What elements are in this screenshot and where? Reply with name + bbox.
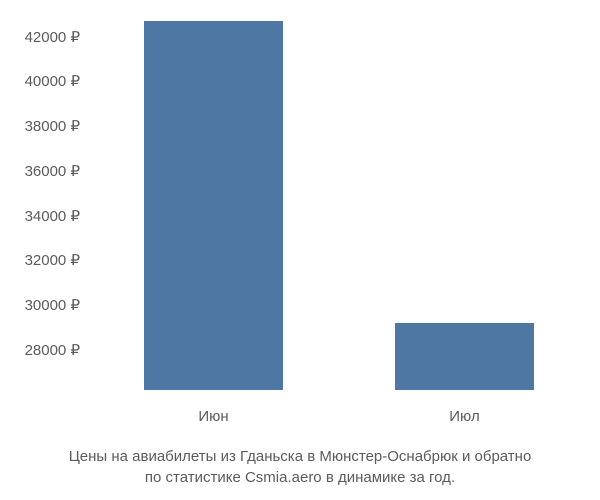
y-tick-label: 36000 ₽ [25,162,88,180]
y-tick-label: 32000 ₽ [25,251,88,269]
y-tick-label: 28000 ₽ [25,341,88,359]
y-tick-label: 44000 ₽ [25,0,88,1]
x-tick-label: Июн [198,390,228,425]
plot-area: 28000 ₽30000 ₽32000 ₽34000 ₽36000 ₽38000… [88,10,590,390]
y-tick-label: 42000 ₽ [25,28,88,46]
price-bar-chart: 28000 ₽ 30000 ₽ 32000 ₽ 34000 ₽ 36000 ₽ 38000… [0,0,600,500]
y-tick-label: 30000 ₽ [25,296,88,314]
bar [395,323,533,390]
y-tick-label: 38000 ₽ [25,117,88,135]
y-tick-label: 40000 ₽ [25,72,88,90]
caption-line-2: по статистике Csmia.aero в динамике за г… [0,467,600,488]
chart-caption: Цены на авиабилеты из Гданьска в Мюнстер… [0,446,600,488]
bars-container: ИюнИюл [88,10,590,390]
caption-line-1: Цены на авиабилеты из Гданьска в Мюнстер… [0,446,600,467]
x-tick-label: Июл [449,390,479,425]
bar [144,21,282,390]
y-tick-label: 34000 ₽ [25,207,88,225]
